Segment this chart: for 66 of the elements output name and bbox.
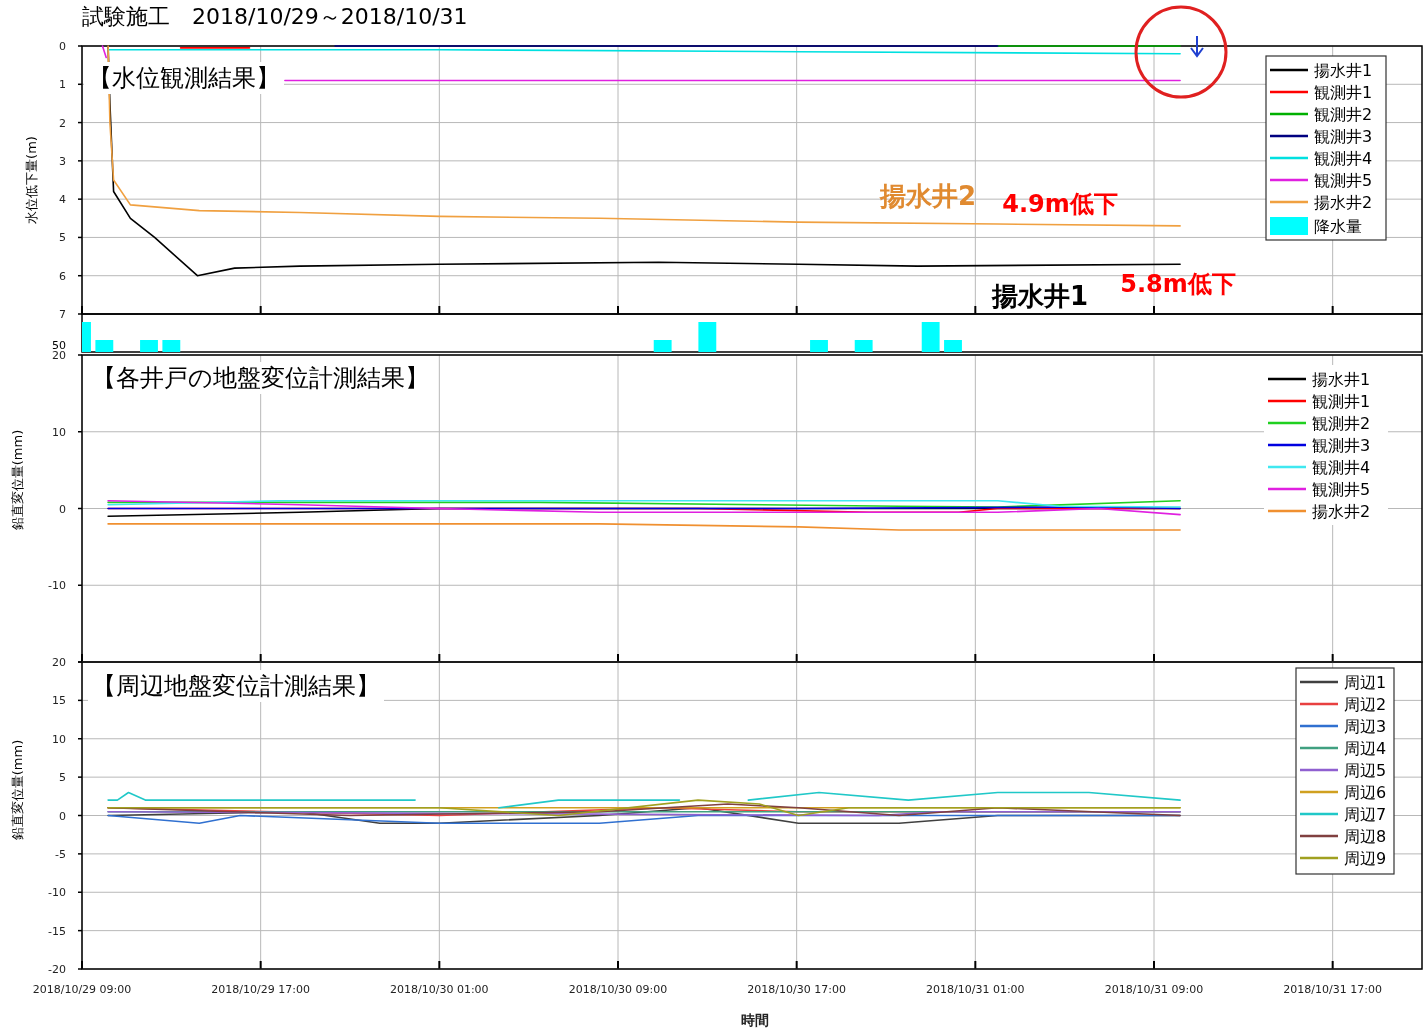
x-tick-label: 2018/10/29 09:00 <box>32 983 132 996</box>
x-tick-label: 2018/10/30 17:00 <box>747 983 846 996</box>
legend-label: 周辺2 <box>1344 695 1387 714</box>
annotation: 揚水井2 <box>878 181 977 211</box>
legend-label: 観測井4 <box>1314 149 1373 168</box>
y-axis-title: 鉛直変位量(mm) <box>10 739 25 841</box>
legend-label: 観測井1 <box>1312 392 1371 411</box>
legend-label: 降水量 <box>1314 217 1362 236</box>
y-tick-label: 0 <box>59 502 66 516</box>
y-tick-label: 15 <box>52 694 66 708</box>
y-tick-label: 1 <box>59 78 66 92</box>
legend-label: 揚水井1 <box>1312 370 1371 389</box>
chart-title: 【各井戸の地盤変位計測結果】 <box>92 364 429 392</box>
y-tick-label: -15 <box>48 924 66 938</box>
chart-title: 【周辺地盤変位計測結果】 <box>92 672 380 700</box>
legend-label: 周辺5 <box>1344 761 1387 780</box>
legend-label: 周辺7 <box>1344 805 1387 824</box>
y-tick-label: -10 <box>48 579 66 593</box>
text: 50 <box>52 339 66 352</box>
x-tick-label: 2018/10/31 09:00 <box>1104 983 1204 996</box>
legend-label: 周辺4 <box>1344 739 1387 758</box>
legend-label: 観測井1 <box>1314 83 1373 102</box>
legend-label: 観測井2 <box>1314 105 1373 124</box>
y-tick-label: 4 <box>59 193 66 207</box>
y-tick-label: 5 <box>59 771 66 785</box>
legend-label: 周辺1 <box>1344 673 1387 692</box>
chart-title: 試験施工 2018/10/29～2018/10/31 <box>82 4 468 29</box>
x-tick-label: 2018/10/30 09:00 <box>568 983 668 996</box>
y-tick-label: 20 <box>52 349 66 362</box>
legend-label: 揚水井1 <box>1314 61 1373 80</box>
y-tick-label: 3 <box>59 154 66 168</box>
legend-label: 観測井4 <box>1312 458 1371 477</box>
legend-label: 観測井3 <box>1314 127 1373 146</box>
x-tick-label: 2018/10/31 01:00 <box>926 983 1025 996</box>
legend-label: 周辺6 <box>1344 783 1387 802</box>
y-tick-label: 20 <box>52 656 66 669</box>
x-tick-label: 2018/10/29 17:00 <box>211 983 310 996</box>
legend-label: 周辺3 <box>1344 717 1387 736</box>
y-tick-label: 7 <box>59 308 66 321</box>
legend-label: 揚水井2 <box>1314 193 1373 212</box>
annotation: 4.9m低下 <box>1002 190 1118 218</box>
x-tick-label: 2018/10/31 17:00 <box>1283 983 1382 996</box>
legend-label: 観測井3 <box>1312 436 1371 455</box>
annotation: 揚水井1 <box>990 281 1089 311</box>
x-tick-label: 2018/10/30 01:00 <box>390 983 489 996</box>
y-tick-label: 0 <box>59 40 66 53</box>
y-tick-label: -5 <box>55 847 66 861</box>
text: 【水位観測結果】 <box>88 64 280 92</box>
y-tick-label: -10 <box>48 886 66 900</box>
legend-label: 観測井5 <box>1312 480 1371 499</box>
x-axis-title: 時間 <box>741 1012 769 1028</box>
y-tick-label: 10 <box>52 425 66 439</box>
y-tick-label: 5 <box>59 231 66 245</box>
y-tick-label: -20 <box>48 963 66 976</box>
legend-label: 観測井2 <box>1312 414 1371 433</box>
y-tick-label: 2 <box>59 116 66 130</box>
y-tick-label: 6 <box>59 269 66 283</box>
legend-label: 観測井5 <box>1314 171 1373 190</box>
legend-label: 周辺8 <box>1344 827 1387 846</box>
legend-label: 揚水井2 <box>1312 502 1371 521</box>
y-tick-label: 10 <box>52 732 66 746</box>
y-axis-title: 水位低下量(m) <box>24 136 39 224</box>
annotation: 5.8m低下 <box>1120 270 1236 298</box>
y-tick-label: 0 <box>59 809 66 823</box>
y-axis-title: 鉛直変位量(mm) <box>10 429 25 531</box>
legend-label: 周辺9 <box>1344 849 1387 868</box>
